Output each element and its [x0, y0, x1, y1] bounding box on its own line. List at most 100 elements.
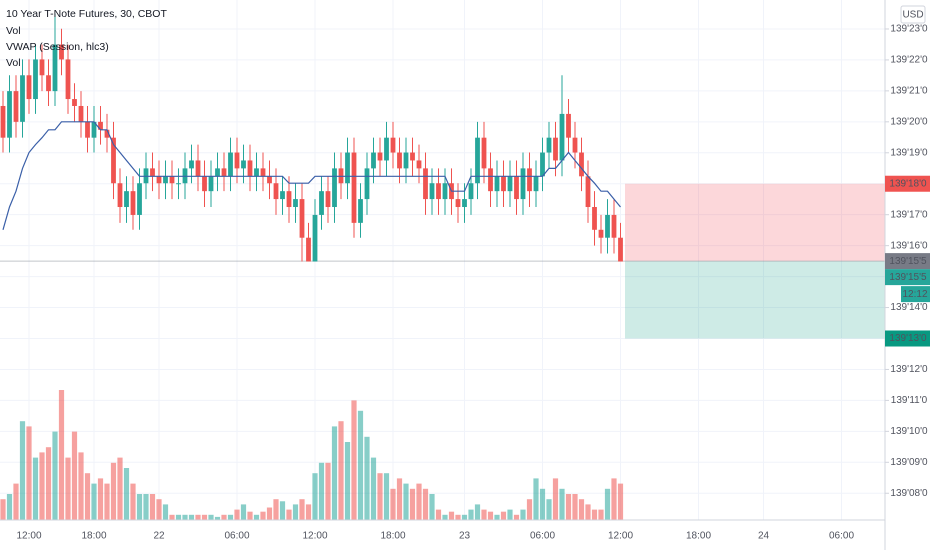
candle-body: [280, 191, 285, 200]
volume-bar: [305, 504, 312, 520]
volume-bar: [429, 494, 435, 520]
indicator-label: Vol: [6, 57, 21, 69]
volume-bar: [162, 504, 169, 520]
y-tick-label: 139'10'0: [890, 426, 928, 437]
x-tick-label: 18:00: [81, 531, 106, 542]
candle-body: [150, 168, 155, 177]
candle-body: [572, 137, 578, 153]
volume-bar: [487, 511, 494, 520]
currency-button[interactable]: [900, 5, 926, 24]
target-zone: [625, 261, 885, 339]
candle-body: [397, 152, 402, 169]
indicator-label: Vol: [6, 25, 21, 37]
volume-bar: [97, 478, 104, 520]
volume-bar: [377, 473, 383, 520]
candle-body: [176, 183, 181, 185]
volume-bar: [260, 511, 266, 520]
candle-body: [455, 199, 461, 208]
countdown: 12:12: [902, 289, 927, 300]
y-tick-label: 139'09'0: [890, 457, 928, 468]
countdown-bg: [901, 286, 930, 303]
candle-body: [598, 229, 604, 238]
volume-bar: [32, 457, 39, 520]
candle-body: [462, 199, 467, 208]
candle-body: [488, 168, 493, 192]
candle-body: [611, 214, 617, 238]
candle-body: [221, 168, 227, 177]
legend: 10 Year T-Note Futures, 30, CBOT Vol VWA…: [6, 8, 167, 69]
candle-body: [117, 183, 123, 208]
candle-body: [0, 105, 6, 138]
x-tick-label: 06:00: [224, 531, 249, 542]
stop-tag-bg: [885, 175, 930, 192]
volume-bar: [572, 494, 578, 520]
price-tags: 139'18'0 139'13'0 139'15'5 139'15'5 12:12: [885, 175, 930, 347]
candle-body: [169, 176, 175, 184]
x-tick-label: 18:00: [686, 531, 711, 542]
volume-bar: [175, 514, 182, 520]
candle-body: [26, 75, 32, 100]
candle-body: [163, 176, 168, 184]
volume-bar: [604, 488, 611, 520]
candle-body: [46, 75, 51, 92]
candle-body: [299, 199, 305, 238]
volume-bar: [286, 509, 292, 520]
volume-bar: [546, 499, 552, 520]
volume-bar: [481, 509, 487, 520]
volume-bar: [78, 452, 84, 520]
x-tick-label: 12:00: [16, 531, 41, 542]
candle-body: [260, 168, 266, 177]
candle-body: [520, 168, 526, 200]
volume-bar: [455, 514, 461, 520]
candle-body: [553, 137, 558, 161]
stop-tag: 139'18'0: [889, 178, 927, 189]
candle-body: [215, 168, 220, 177]
volume-bar: [442, 514, 448, 520]
volume-bar: [318, 462, 325, 520]
stop-zone: [625, 183, 885, 262]
candle-body: [351, 152, 357, 223]
volume-bar: [338, 421, 344, 520]
volume-bar: [403, 483, 409, 520]
volume-bar: [370, 457, 377, 520]
volume-bar: [234, 509, 240, 520]
x-tick-label: 24: [758, 531, 770, 542]
volume-bar: [273, 499, 279, 520]
candle-body: [137, 183, 142, 215]
entry-tag-bg: [885, 253, 930, 270]
candle-body: [403, 152, 409, 169]
volume-bar: [344, 442, 351, 520]
candle-body: [416, 160, 422, 169]
candle-body: [228, 152, 233, 177]
volume-bar: [565, 494, 572, 520]
candle-body: [273, 183, 279, 200]
candle-body: [59, 44, 64, 60]
candle-body: [384, 137, 389, 161]
volume-bar: [474, 504, 481, 520]
volume-bar: [65, 457, 71, 520]
volume-bar: [494, 514, 500, 520]
y-tick-label: 139'21'0: [890, 86, 928, 97]
volume-bar: [513, 514, 520, 520]
volume-bar: [123, 468, 130, 520]
candle-body: [72, 99, 77, 106]
target-tag-bg: [885, 330, 930, 347]
y-tick-label: 139'20'0: [890, 116, 928, 127]
volume-bar: [468, 509, 474, 520]
candle-body: [507, 176, 513, 192]
volume-bar: [611, 478, 617, 520]
volume-bar: [435, 509, 442, 520]
candle-body: [7, 91, 12, 138]
volume-bar: [520, 509, 526, 520]
target-tag: 139'13'0: [889, 333, 927, 344]
candle-body: [85, 121, 90, 138]
volume-bar: [448, 511, 455, 520]
volume-bar: [526, 499, 533, 520]
candle-body: [540, 152, 545, 177]
volume-bar: [201, 514, 208, 520]
volume-bar: [325, 462, 331, 520]
candle-body: [319, 191, 324, 215]
candle-body: [189, 160, 194, 169]
volume-bar: [156, 499, 162, 520]
